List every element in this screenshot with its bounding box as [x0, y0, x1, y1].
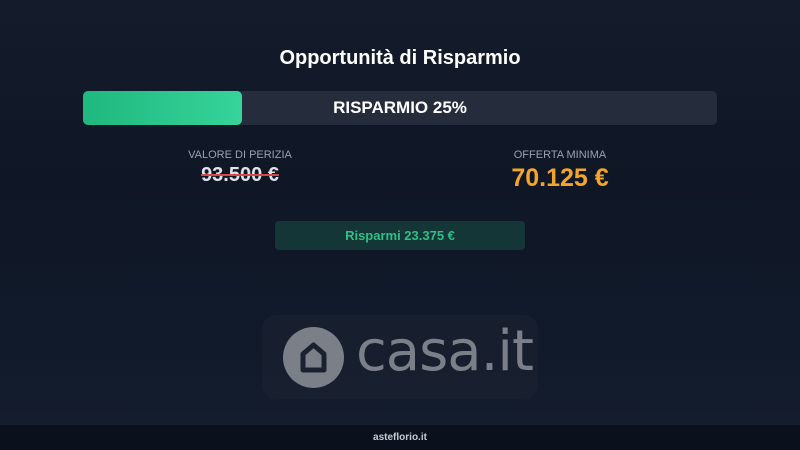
house-icon [283, 327, 344, 388]
minimum-offer-block: OFFERTA MINIMA 70.125 € [460, 149, 660, 193]
page-title: Opportunità di Risparmio [279, 47, 521, 69]
appraisal-label: VALORE DI PERIZIA [188, 149, 292, 161]
logo-text: casa.it [356, 319, 534, 384]
savings-progress-bar: RISPARMIO 25% [83, 91, 717, 125]
minimum-offer-label: OFFERTA MINIMA [513, 149, 607, 161]
savings-badge: Risparmi 23.375 € [275, 221, 525, 250]
footer-site: asteflorio.it [0, 425, 800, 450]
progress-label: RISPARMIO 25% [333, 98, 467, 117]
casa-it-logo: casa.it [262, 315, 538, 399]
appraisal-value-block: VALORE DI PERIZIA 93.500 € [140, 149, 340, 187]
minimum-offer-value: 70.125 € [511, 164, 609, 192]
appraisal-value: 93.500 € [201, 164, 279, 186]
progress-fill [83, 91, 242, 125]
